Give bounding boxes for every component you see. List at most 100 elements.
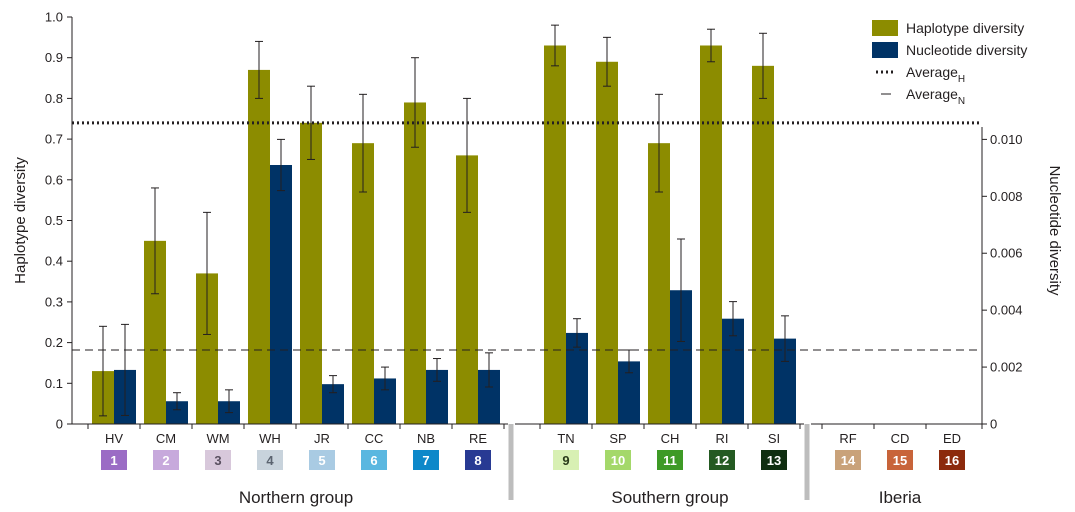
bar-nucleotide-RE xyxy=(478,369,500,424)
right-tick-label: 0 xyxy=(990,417,997,432)
error-bar-haplotype-HV xyxy=(99,325,107,417)
left-axis-title: Haplotype diversity xyxy=(12,157,29,284)
population-badge-14: 14 xyxy=(835,450,861,470)
population-badge-box xyxy=(657,450,683,470)
population-badge-box xyxy=(709,450,735,470)
category-label-NB: NB xyxy=(417,431,435,446)
population-badge-10: 10 xyxy=(605,450,631,470)
population-badge-number: 6 xyxy=(370,453,377,468)
category-label-CM: CM xyxy=(156,431,176,446)
left-tick-label: 0.8 xyxy=(45,91,63,106)
population-badge-number: 10 xyxy=(611,453,625,468)
legend-average-label: AverageH xyxy=(906,64,965,85)
population-badge-number: 1 xyxy=(110,453,117,468)
left-tick-label: 0.3 xyxy=(45,294,63,309)
bar-haplotype-WH xyxy=(248,69,270,424)
left-tick-label: 0.9 xyxy=(45,50,63,65)
error-bar-haplotype-CM xyxy=(151,187,159,295)
population-badge-9: 9 xyxy=(553,450,579,470)
left-tick-label: 0.5 xyxy=(45,213,63,228)
category-label-CC: CC xyxy=(365,431,384,446)
population-badge-number: 2 xyxy=(162,453,169,468)
left-tick-label: 0.6 xyxy=(45,172,63,187)
error-bar-haplotype-NB xyxy=(411,57,419,148)
population-badge-box xyxy=(101,450,127,470)
population-badge-number: 14 xyxy=(841,453,856,468)
category-label-RF: RF xyxy=(839,431,856,446)
legend-swatch-nucleotide xyxy=(872,42,898,58)
population-badge-number: 8 xyxy=(474,453,481,468)
category-label-TN: TN xyxy=(557,431,574,446)
left-tick-label: 0 xyxy=(56,417,63,432)
population-badge-13: 13 xyxy=(761,450,787,470)
bar-nucleotide-NB xyxy=(426,369,448,424)
legend-average-subscript: N xyxy=(958,96,965,107)
bar-haplotype-CM xyxy=(144,240,166,424)
legend-average-subscript: H xyxy=(958,74,965,85)
population-badge-number: 11 xyxy=(663,453,677,468)
error-bar-nucleotide-RI xyxy=(729,301,737,337)
population-badge-3: 3 xyxy=(205,450,231,470)
legend-average-main: Average xyxy=(906,86,958,102)
right-tick-label: 0.004 xyxy=(990,303,1023,318)
population-badge-number: 9 xyxy=(562,453,569,468)
left-tick-label: 0.2 xyxy=(45,335,63,350)
error-bar-nucleotide-CH xyxy=(677,238,685,342)
bar-nucleotide-CC xyxy=(374,378,396,424)
population-badge-8: 8 xyxy=(465,450,491,470)
population-badge-6: 6 xyxy=(361,450,387,470)
bar-nucleotide-SP xyxy=(618,361,640,424)
population-badge-box xyxy=(205,450,231,470)
left-tick-label: 0.4 xyxy=(45,254,63,269)
bar-haplotype-CH xyxy=(648,143,670,425)
legend-label: Haplotype diversity xyxy=(906,20,1024,36)
error-bar-nucleotide-HV xyxy=(121,323,129,416)
right-tick-label: 0.002 xyxy=(990,360,1023,375)
population-badge-number: 7 xyxy=(422,453,429,468)
population-badge-2: 2 xyxy=(153,450,179,470)
population-badge-box xyxy=(761,450,787,470)
population-badge-16: 16 xyxy=(939,450,965,470)
population-badge-number: 13 xyxy=(767,453,781,468)
category-label-WH: WH xyxy=(259,431,281,446)
population-badge-box xyxy=(153,450,179,470)
group-label: Southern group xyxy=(611,488,728,507)
population-badge-box xyxy=(835,450,861,470)
error-bar-haplotype-CH xyxy=(655,93,663,193)
category-label-CH: CH xyxy=(661,431,680,446)
category-label-CD: CD xyxy=(891,431,910,446)
left-tick-label: 0.1 xyxy=(45,376,63,391)
population-badge-box xyxy=(887,450,913,470)
bar-nucleotide-TN xyxy=(566,332,588,424)
bar-nucleotide-WH xyxy=(270,165,292,424)
legend-swatch-haplotype xyxy=(872,20,898,36)
bar-haplotype-RE xyxy=(456,155,478,424)
error-bar-haplotype-CC xyxy=(359,93,367,193)
category-label-JR: JR xyxy=(314,431,330,446)
population-badge-box xyxy=(605,450,631,470)
population-badge-number: 4 xyxy=(266,453,274,468)
population-badge-box xyxy=(361,450,387,470)
error-bar-nucleotide-JR xyxy=(329,375,337,394)
error-bar-haplotype-TN xyxy=(551,24,559,67)
population-badge-number: 5 xyxy=(318,453,325,468)
population-badge-number: 15 xyxy=(893,453,907,468)
error-bar-nucleotide-TN xyxy=(573,318,581,348)
right-tick-label: 0.008 xyxy=(990,189,1023,204)
error-bar-nucleotide-NB xyxy=(433,358,441,382)
legend-average-main: Average xyxy=(906,64,958,80)
population-badge-box xyxy=(413,450,439,470)
left-tick-label: 0.7 xyxy=(45,132,63,147)
category-label-WM: WM xyxy=(206,431,229,446)
population-badge-15: 15 xyxy=(887,450,913,470)
error-bar-nucleotide-SI xyxy=(781,315,789,362)
category-label-HV: HV xyxy=(105,431,123,446)
population-badge-box xyxy=(465,450,491,470)
bar-nucleotide-CH xyxy=(670,290,692,424)
category-label-RE: RE xyxy=(469,431,487,446)
bar-nucleotide-CM xyxy=(166,401,188,424)
bar-haplotype-CC xyxy=(352,143,374,425)
legend-average-label: AverageN xyxy=(906,86,965,107)
error-bar-nucleotide-SP xyxy=(625,349,633,374)
